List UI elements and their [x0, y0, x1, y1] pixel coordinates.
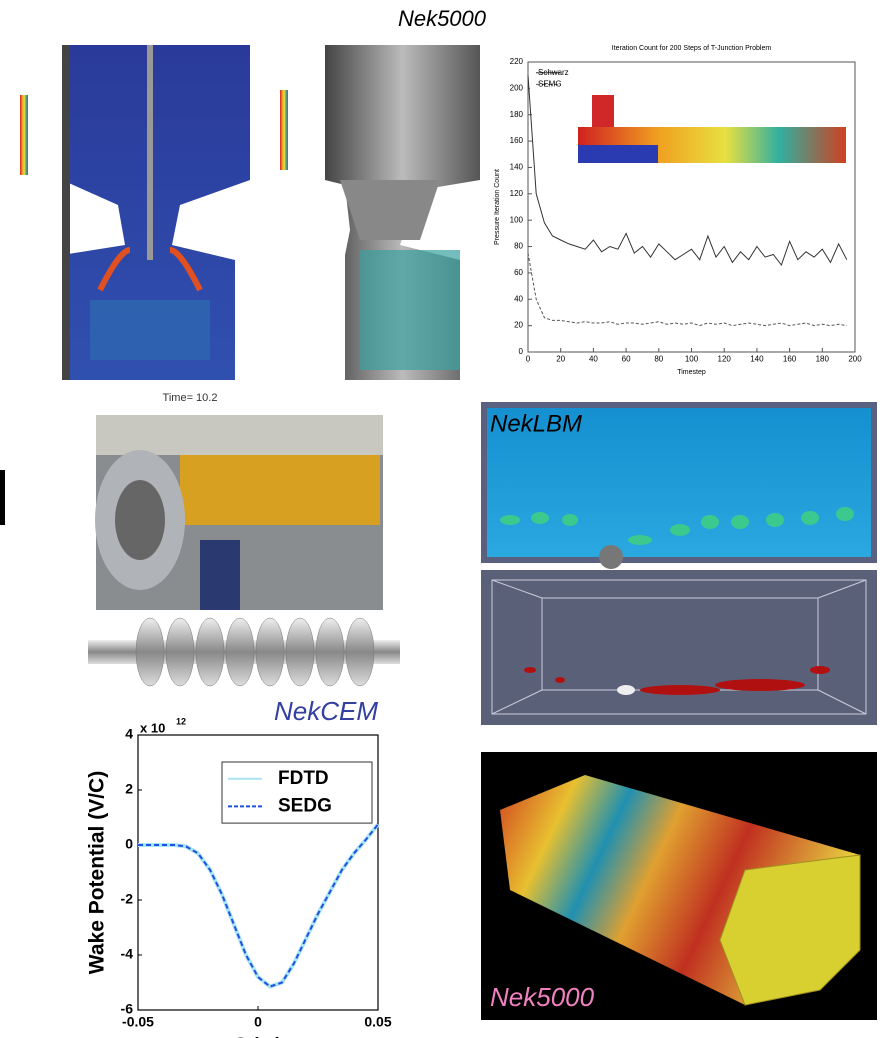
y-tick-label: 120	[510, 189, 524, 198]
y-tick-label: 140	[510, 163, 524, 172]
x-axis-label: Timestep	[677, 369, 706, 376]
y-tick-label: 40	[514, 294, 523, 303]
y-tick-label: 0	[125, 836, 133, 852]
slide-title: Nek5000	[398, 6, 487, 31]
rf-cavity	[88, 618, 400, 686]
valve-render-1	[20, 45, 250, 380]
slide-canvas: Nek5000 Time= 10.2	[0, 0, 883, 1038]
x-tick-label: 140	[750, 354, 764, 363]
x-tick-label: 160	[783, 354, 797, 363]
y-tick-label: 160	[510, 136, 524, 145]
x-tick-label: 200	[848, 354, 862, 363]
accelerator-photo	[95, 415, 383, 610]
y-tick-label: 100	[510, 215, 524, 224]
y-tick-label: 4	[125, 726, 133, 742]
x-tick-label: 0	[254, 1013, 262, 1029]
y-tick-label: 0	[519, 347, 524, 356]
x-tick-label: 180	[816, 354, 830, 363]
inset-base	[578, 145, 658, 163]
vortex-panel	[481, 570, 877, 725]
y-tick-label: 220	[510, 57, 524, 66]
legend-label: SEDG	[278, 795, 332, 816]
y-axis-label: Pressure Iteration Count	[494, 169, 501, 245]
x-tick-label: 100	[685, 354, 699, 363]
y-tick-label: -6	[121, 1001, 134, 1017]
legend-label: Schwarz	[538, 68, 569, 77]
plot-frame	[528, 62, 855, 352]
lbm-label: NekLBM	[490, 410, 582, 437]
y-multiplier: x 10	[140, 720, 165, 735]
y-multiplier-exp: 12	[176, 716, 186, 726]
cem-label: NekCEM	[274, 696, 378, 726]
bundle-label: Nek5000	[490, 982, 595, 1012]
y-tick-label: -4	[121, 946, 134, 962]
chart-title: Iteration Count for 200 Steps of T-Junct…	[612, 45, 772, 52]
x-tick-label: 20	[556, 354, 565, 363]
y-tick-label: -2	[121, 891, 134, 907]
slide: Nek5000 Time= 10.2	[0, 0, 883, 1038]
legend-label: SEMG	[538, 80, 562, 89]
y-tick-label: 20	[514, 321, 523, 330]
y-tick-label: 80	[514, 242, 523, 251]
x-tick-label: 80	[654, 354, 663, 363]
time-label: Time= 10.2	[163, 392, 218, 404]
y-tick-label: 180	[510, 110, 524, 119]
inset-inlet	[592, 95, 614, 127]
x-tick-label: 40	[589, 354, 598, 363]
y-axis-label: Wake Potential (V/C)	[86, 771, 109, 974]
legend-label: FDTD	[278, 768, 329, 789]
x-tick-label: 0	[526, 354, 531, 363]
y-tick-label: 2	[125, 781, 133, 797]
edge-bar	[0, 470, 5, 525]
x-tick-label: 60	[622, 354, 631, 363]
valve-render-2	[280, 45, 480, 380]
bundle-panel	[481, 752, 877, 1020]
x-tick-label: 120	[718, 354, 732, 363]
y-tick-label: 60	[514, 268, 523, 277]
y-tick-label: 200	[510, 83, 524, 92]
x-tick-label: 0.05	[364, 1013, 391, 1029]
